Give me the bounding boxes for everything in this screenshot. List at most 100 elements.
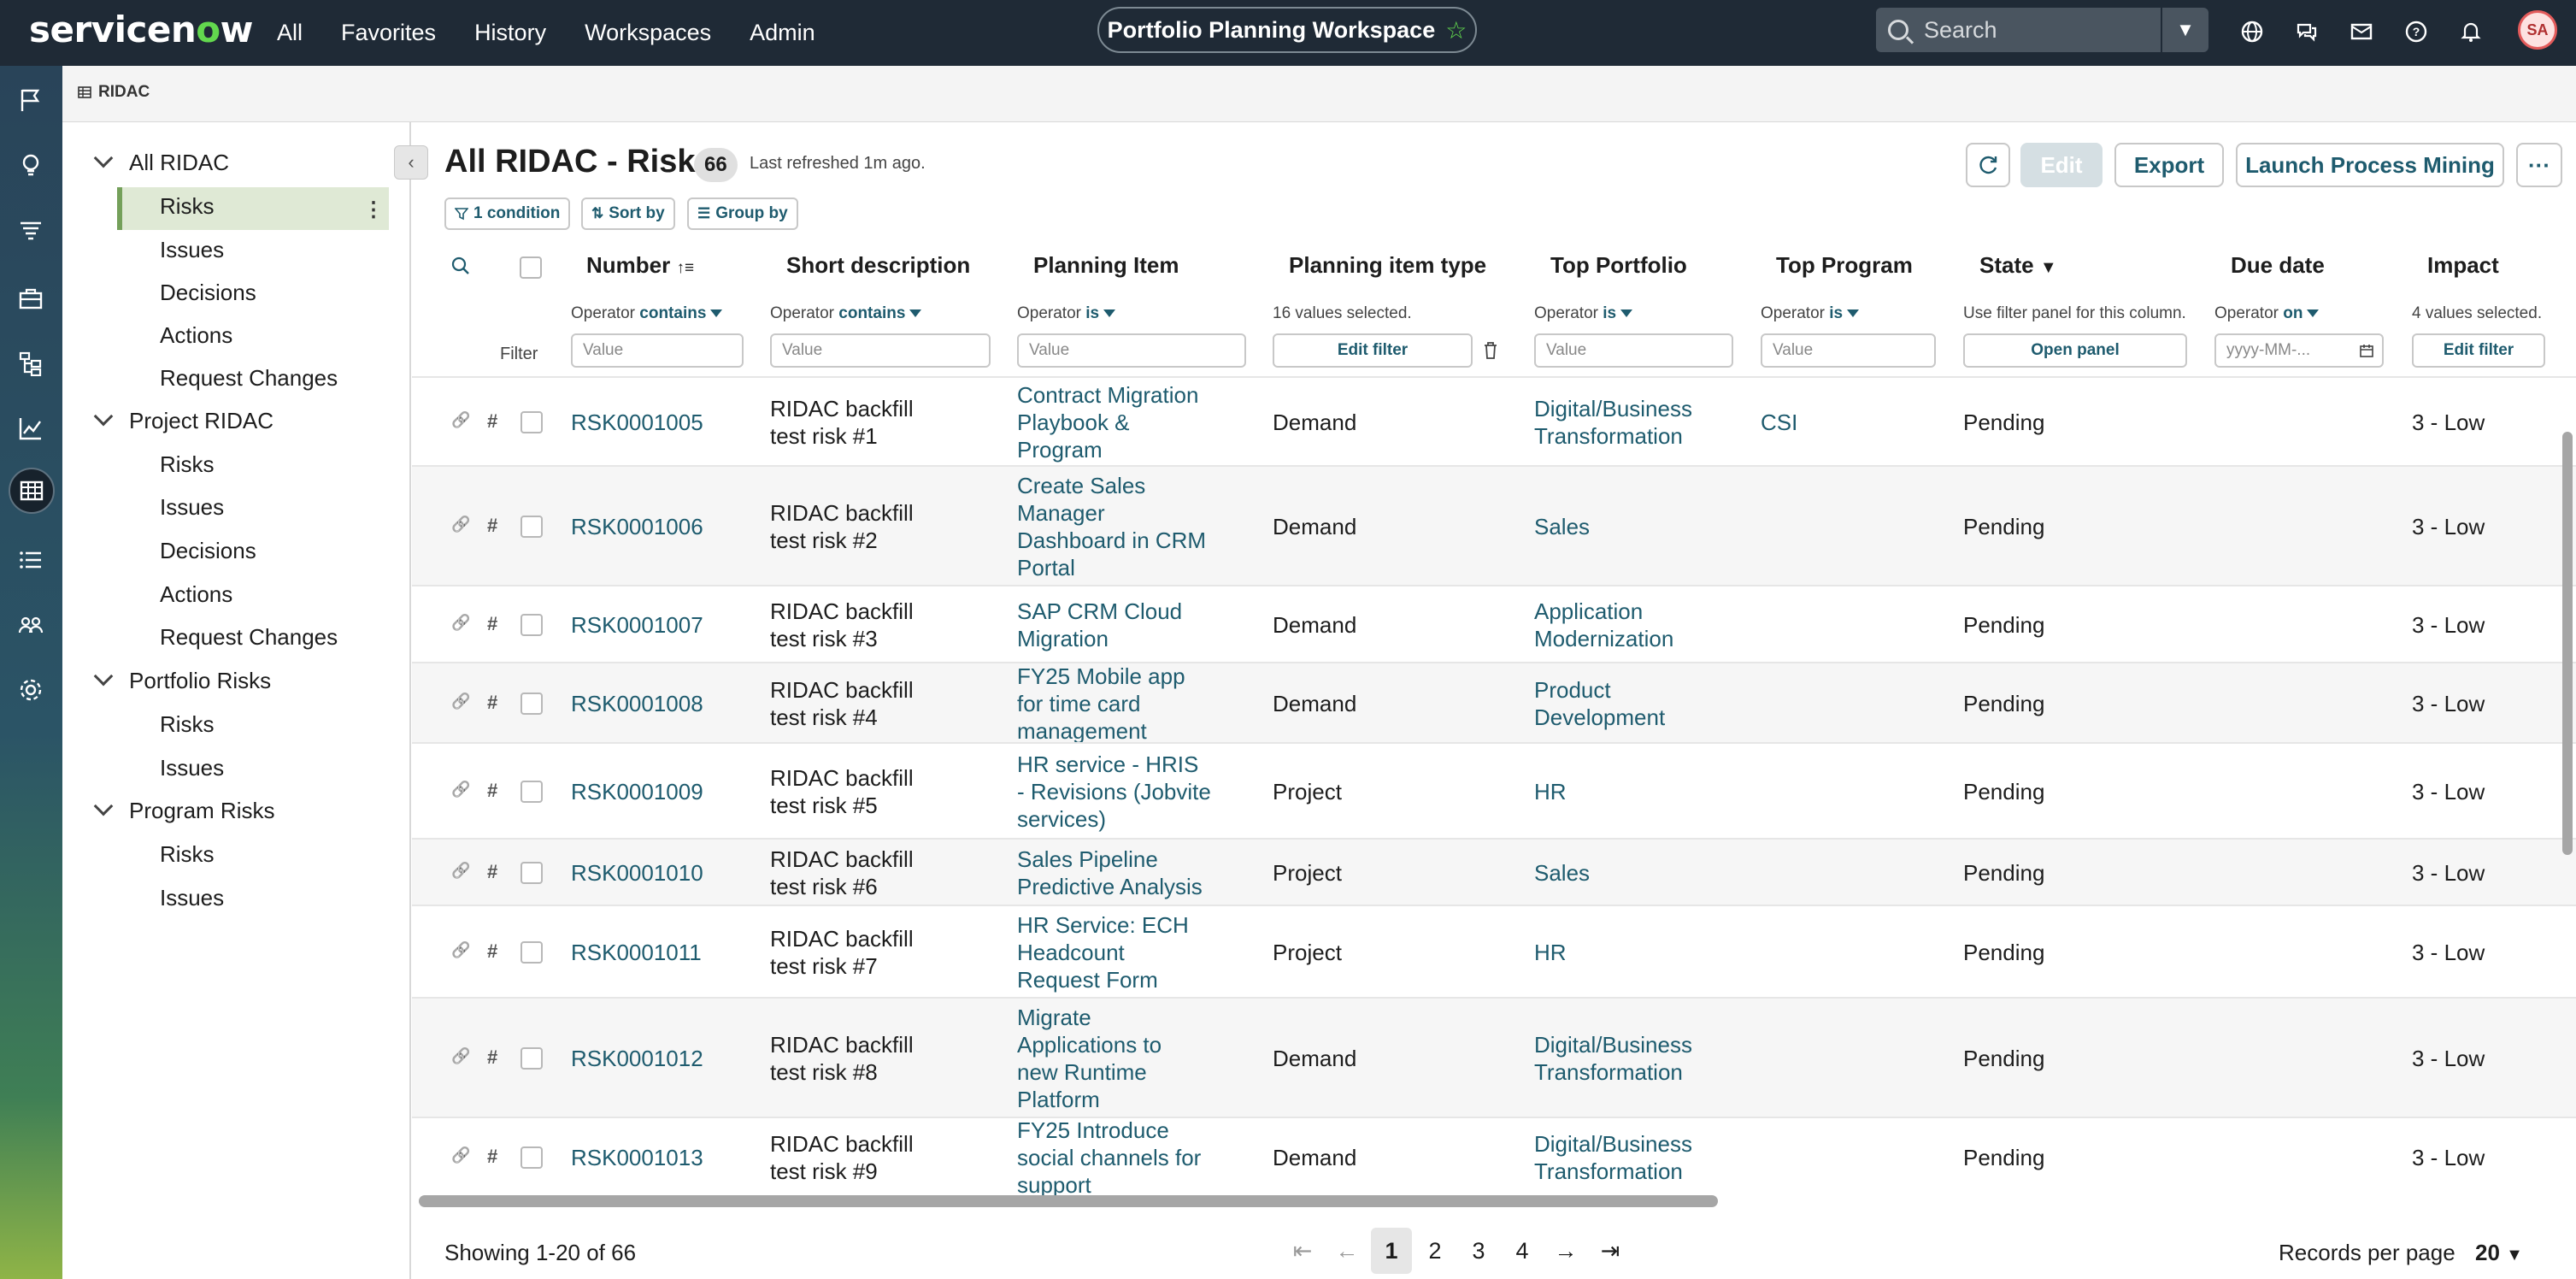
short-description-filter-input[interactable]: Value xyxy=(770,333,991,368)
tree-item-project-issues[interactable]: Issues xyxy=(160,494,225,520)
hash-icon[interactable]: # xyxy=(487,515,498,536)
chart-line-icon[interactable] xyxy=(12,410,50,447)
planning-item-link[interactable]: SAP CRM Cloud Migration xyxy=(1017,598,1183,651)
top-portfolio-link[interactable]: Product Development xyxy=(1534,677,1666,730)
export-button[interactable]: Export xyxy=(2114,143,2224,187)
planning-item-link[interactable]: HR Service: ECH Headcount Request Form xyxy=(1017,912,1189,993)
row-checkbox[interactable] xyxy=(520,516,543,538)
tree-item-all-request-changes[interactable]: Request Changes xyxy=(160,365,338,391)
table-row[interactable]: 🔗 # RSK0001009 RIDAC backfill test risk #5 HR… xyxy=(412,742,2576,838)
top-portfolio-filter-input[interactable]: Value xyxy=(1534,333,1733,368)
condition-chip[interactable]: 1 condition xyxy=(444,197,571,230)
column-header-short-description[interactable]: Short description xyxy=(786,252,971,278)
planning-item-link[interactable]: FY25 Introduce social channels for support xyxy=(1017,1117,1202,1198)
top-portfolio-operator[interactable]: Operator is xyxy=(1534,304,1633,323)
tree-group-portfolio-risks[interactable]: Portfolio Risks xyxy=(93,666,271,694)
hierarchy-icon[interactable] xyxy=(12,345,50,382)
planning-item-operator[interactable]: Operator is xyxy=(1017,304,1116,323)
risk-number-link[interactable]: RSK0001005 xyxy=(571,410,703,435)
row-checkbox[interactable] xyxy=(520,614,543,636)
servicenow-logo[interactable]: servicenow xyxy=(29,9,253,50)
chevron-down-icon[interactable] xyxy=(93,406,114,427)
calendar-icon[interactable] xyxy=(2360,344,2373,357)
row-checkbox[interactable] xyxy=(520,693,543,715)
top-portfolio-link[interactable]: HR xyxy=(1534,779,1567,805)
hash-icon[interactable]: # xyxy=(487,1146,498,1167)
page-3-button[interactable]: 3 xyxy=(1472,1237,1485,1264)
chevron-down-icon[interactable] xyxy=(93,148,114,168)
planning-item-type-edit-filter-button[interactable]: Edit filter xyxy=(1273,333,1473,368)
table-row[interactable]: 🔗 # RSK0001007 RIDAC backfill test risk #3 SA… xyxy=(412,585,2576,662)
nav-link-favorites[interactable]: Favorites xyxy=(341,20,437,45)
planning-item-link[interactable]: Sales Pipeline Predictive Analysis xyxy=(1017,846,1203,899)
tree-group-project-ridac[interactable]: Project RIDAC xyxy=(93,406,273,434)
column-header-due-date[interactable]: Due date xyxy=(2231,252,2325,278)
table-row[interactable]: 🔗 # RSK0001010 RIDAC backfill test risk #6 Sa… xyxy=(412,838,2576,905)
top-portfolio-link[interactable]: Sales xyxy=(1534,860,1591,886)
planning-item-link[interactable]: Create Sales Manager Dashboard in CRM Porta… xyxy=(1017,473,1207,581)
link-icon[interactable]: 🔗 xyxy=(451,862,471,879)
due-date-operator[interactable]: Operator on xyxy=(2214,304,2320,323)
tree-item-project-decisions[interactable]: Decisions xyxy=(160,538,256,563)
number-operator[interactable]: Operator contains xyxy=(571,304,723,323)
risk-number-link[interactable]: RSK0001011 xyxy=(571,940,702,965)
briefcase-icon[interactable] xyxy=(12,280,50,317)
trash-icon[interactable] xyxy=(1482,341,1499,364)
more-actions-button[interactable]: ··· xyxy=(2516,143,2562,187)
column-header-top-portfolio[interactable]: Top Portfolio xyxy=(1550,252,1687,278)
tree-item-portfolio-issues[interactable]: Issues xyxy=(160,755,225,781)
planning-item-filter-input[interactable]: Value xyxy=(1017,333,1246,368)
records-per-page-select[interactable]: 20 ▼ xyxy=(2475,1240,2523,1265)
next-page-icon[interactable]: → xyxy=(1554,1237,1578,1264)
row-checkbox[interactable] xyxy=(520,1146,543,1169)
top-portfolio-link[interactable]: Digital/Business Transformation xyxy=(1534,396,1692,449)
tree-group-program-risks[interactable]: Program Risks xyxy=(93,796,274,824)
table-row[interactable]: 🔗 # RSK0001011 RIDAC backfill test risk #7 HR… xyxy=(412,905,2576,997)
tree-item-portfolio-risks[interactable]: Risks xyxy=(160,711,215,737)
tree-item-project-actions[interactable]: Actions xyxy=(160,581,233,607)
column-header-planning-item[interactable]: Planning Item xyxy=(1033,252,1179,278)
page-1-button[interactable]: 1 xyxy=(1371,1228,1412,1274)
impact-edit-filter-button[interactable]: Edit filter xyxy=(2412,333,2545,368)
link-icon[interactable]: 🔗 xyxy=(451,941,471,958)
star-icon[interactable]: ☆ xyxy=(1445,16,1467,44)
group-by-chip[interactable]: ☰ Group by xyxy=(687,197,798,230)
column-header-number[interactable]: Number ↑≡ xyxy=(586,252,695,278)
nav-link-history[interactable]: History xyxy=(474,20,547,45)
row-checkbox[interactable] xyxy=(520,781,543,803)
risk-number-link[interactable]: RSK0001007 xyxy=(571,612,703,638)
hash-icon[interactable]: # xyxy=(487,692,498,713)
more-vertical-icon[interactable]: ⋮ xyxy=(363,198,384,221)
workspace-pill[interactable]: Portfolio Planning Workspace ☆ xyxy=(1097,7,1477,53)
tree-item-program-issues[interactable]: Issues xyxy=(160,885,225,911)
edit-button[interactable]: Edit xyxy=(2020,143,2103,187)
hash-icon[interactable]: # xyxy=(487,410,498,432)
bell-icon[interactable] xyxy=(2455,15,2487,48)
top-portfolio-link[interactable]: Sales xyxy=(1534,514,1591,539)
risk-number-link[interactable]: RSK0001009 xyxy=(571,779,703,805)
previous-page-icon[interactable]: ← xyxy=(1335,1237,1359,1264)
gear-icon[interactable] xyxy=(12,671,50,709)
top-portfolio-link[interactable]: Digital/Business Transformation xyxy=(1534,1131,1692,1184)
tree-item-all-risks[interactable]: Risks xyxy=(160,193,215,219)
horizontal-scrollbar[interactable] xyxy=(419,1195,1718,1207)
number-filter-input[interactable]: Value xyxy=(571,333,744,368)
link-icon[interactable]: 🔗 xyxy=(451,1146,471,1164)
page-4-button[interactable]: 4 xyxy=(1515,1237,1529,1264)
nav-link-admin[interactable]: Admin xyxy=(750,20,815,45)
row-checkbox[interactable] xyxy=(520,1047,543,1070)
tree-item-program-risks[interactable]: Risks xyxy=(160,841,215,867)
table-row[interactable]: 🔗 # RSK0001005 RIDAC backfill test risk #1 Co… xyxy=(412,376,2576,465)
list-icon[interactable] xyxy=(12,541,50,579)
search-scope-dropdown[interactable]: ▼ xyxy=(2162,8,2208,52)
table-row[interactable]: 🔗 # RSK0001006 RIDAC backfill test risk #2 Cr… xyxy=(412,465,2576,585)
inbox-icon[interactable] xyxy=(2345,15,2378,48)
top-program-operator[interactable]: Operator is xyxy=(1761,304,1860,323)
state-open-panel-button[interactable]: Open panel xyxy=(1963,333,2187,368)
tree-group-all-ridac[interactable]: All RIDAC xyxy=(93,148,229,176)
column-header-state[interactable]: State ▼ xyxy=(1979,252,2057,278)
risk-number-link[interactable]: RSK0001006 xyxy=(571,514,703,539)
flag-icon[interactable] xyxy=(12,81,50,119)
sort-by-chip[interactable]: ⇅ Sort by xyxy=(581,197,675,230)
chevron-down-icon[interactable] xyxy=(93,666,114,687)
